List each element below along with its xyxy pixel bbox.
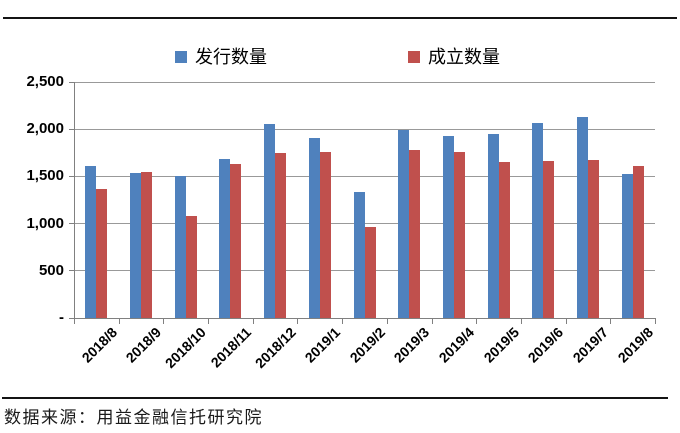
x-tick (252, 318, 254, 324)
bar-issued-2019/2 (353, 191, 365, 318)
x-axis-label: 2018/11 (207, 324, 254, 371)
bar-issued-2018/8 (85, 166, 97, 318)
legend-entry-issued: 发行数量 (175, 48, 267, 66)
x-tick (386, 318, 388, 324)
x-tick (610, 318, 612, 324)
legend-swatch-established-icon (408, 51, 420, 63)
legend-swatch-issued-icon (175, 51, 187, 63)
bar-established-2019/6 (543, 161, 555, 318)
x-axis-label: 2019/6 (524, 324, 567, 366)
y-axis-label: 1,000 (26, 214, 64, 232)
x-tick (431, 318, 433, 324)
legend-label-established: 成立数量 (428, 47, 500, 67)
bar-established-2019/1 (319, 151, 331, 318)
gridline (74, 128, 655, 130)
x-tick (655, 318, 656, 324)
y-axis-label: - (59, 309, 64, 326)
bar-issued-2019/7 (576, 116, 588, 318)
source-note: 数据来源：用益金融信托研究院 (4, 408, 263, 427)
x-tick (476, 318, 478, 324)
y-tick (69, 128, 74, 130)
x-tick (342, 318, 344, 324)
y-tick (69, 317, 74, 319)
bar-issued-2018/12 (264, 124, 276, 318)
bar-issued-2019/6 (532, 123, 544, 318)
y-tick (69, 175, 74, 177)
bar-established-2018/12 (275, 153, 287, 318)
x-axis-label: 2019/4 (435, 324, 478, 366)
bar-issued-2019/3 (398, 129, 410, 318)
y-axis-label: 500 (38, 261, 64, 279)
x-axis-label: 2019/3 (390, 324, 433, 366)
bar-issued-2019/8 (621, 173, 633, 318)
bar-established-2019/8 (632, 166, 644, 318)
bar-established-2019/2 (364, 227, 376, 318)
x-axis-label: 2018/10 (161, 324, 210, 372)
x-tick (118, 318, 120, 324)
x-axis-label: 2018/12 (251, 324, 299, 372)
x-tick (297, 318, 299, 324)
x-tick (74, 318, 75, 324)
x-tick (565, 318, 567, 324)
bar-issued-2018/10 (174, 176, 186, 318)
x-axis-label: 2019/5 (480, 324, 522, 366)
bar-issued-2019/4 (442, 136, 454, 318)
top-rule (3, 17, 677, 19)
y-axis-label: 2,000 (26, 120, 64, 138)
bottom-rule (2, 397, 668, 399)
y-tick (69, 270, 74, 272)
gridline (74, 81, 655, 83)
gridline (74, 175, 655, 177)
x-tick (208, 318, 210, 324)
y-axis-label: 1,500 (26, 167, 64, 185)
x-axis-label: 2019/1 (301, 324, 344, 366)
x-axis-label: 2019/7 (569, 324, 612, 366)
y-tick (69, 223, 74, 225)
x-axis-label: 2019/2 (346, 324, 388, 366)
legend-entry-established: 成立数量 (408, 48, 500, 66)
bar-established-2018/10 (185, 215, 197, 318)
bar-established-2019/7 (587, 159, 599, 318)
x-axis-label: 2018/9 (122, 324, 165, 366)
y-tick (69, 81, 74, 83)
bar-established-2019/4 (453, 152, 465, 318)
bar-established-2018/9 (141, 172, 153, 318)
bar-established-2018/11 (230, 163, 242, 318)
x-axis-label: 2019/8 (614, 324, 656, 366)
bar-issued-2018/11 (219, 159, 231, 318)
bar-established-2019/3 (409, 149, 421, 318)
bar-issued-2019/1 (308, 137, 320, 318)
x-tick (520, 318, 522, 324)
bar-issued-2019/5 (487, 133, 499, 318)
bar-established-2018/8 (96, 188, 108, 318)
bar-issued-2018/9 (130, 173, 142, 318)
legend-label-issued: 发行数量 (195, 47, 267, 67)
x-axis-label: 2018/8 (78, 324, 120, 366)
x-tick (163, 318, 165, 324)
gridline (74, 223, 655, 225)
y-axis-line (74, 82, 75, 318)
x-axis-line (74, 318, 656, 319)
bar-established-2019/5 (498, 162, 510, 318)
y-axis-label: 2,500 (26, 73, 64, 90)
